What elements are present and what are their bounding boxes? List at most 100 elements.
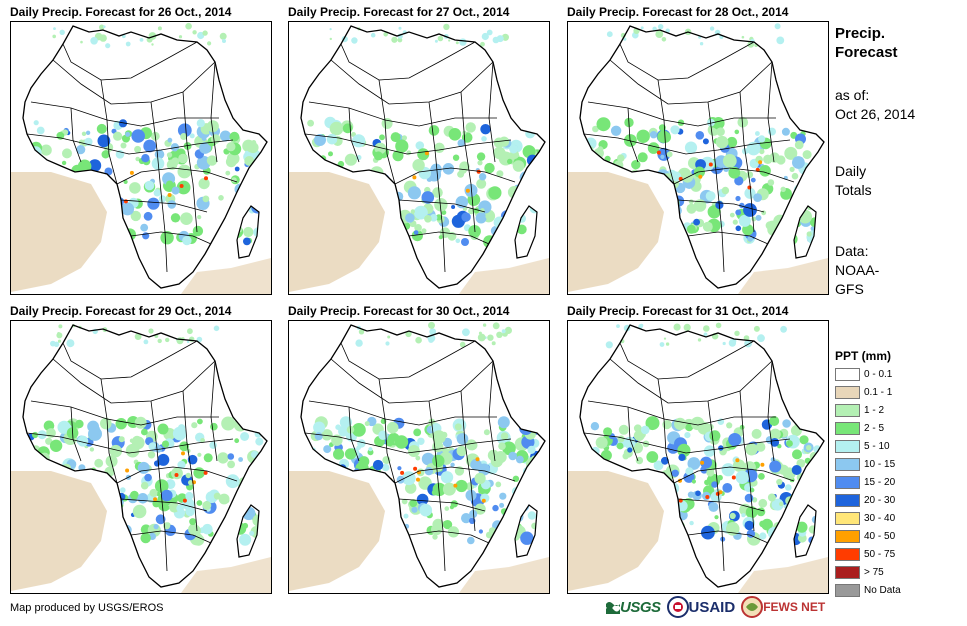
precip-cell [389, 513, 397, 522]
precip-cell [115, 515, 121, 521]
country-border [767, 61, 775, 163]
sea-precip-cell [219, 32, 227, 40]
sea-precip-cell [213, 325, 220, 332]
heavy-precip-cell [731, 475, 736, 480]
sea-precip-cell [683, 323, 691, 331]
sea-precip-cell [50, 340, 56, 347]
precip-cell [813, 487, 821, 495]
precip-cell [693, 218, 700, 226]
dry-sea-area [738, 258, 828, 294]
precip-cell [769, 416, 780, 426]
heavy-precip-cell [758, 160, 763, 165]
precip-cell [313, 421, 326, 434]
precip-cell [49, 439, 63, 452]
country-border [304, 133, 512, 155]
legend-swatch [835, 367, 860, 381]
precip-cell [234, 438, 240, 444]
precip-cell [372, 459, 384, 471]
precip-cell [587, 158, 593, 164]
legend-label: 30 - 40 [864, 512, 896, 524]
precip-cell [443, 520, 453, 530]
precip-cell [314, 134, 326, 146]
precip-cell [107, 234, 114, 241]
country-border [673, 466, 795, 484]
country-border [308, 400, 497, 426]
precip-cell [213, 492, 221, 500]
precip-cell [660, 224, 672, 236]
precip-cell [782, 419, 791, 428]
precip-cell [808, 525, 817, 534]
legend-label: No Data [864, 584, 901, 596]
precip-cell [533, 484, 544, 496]
legend-label: 5 - 10 [864, 440, 890, 452]
sea-precip-cell [157, 26, 162, 31]
precip-cell [219, 534, 228, 543]
country-border [304, 432, 512, 454]
usgs-wave-icon [606, 602, 620, 614]
precip-cell [147, 451, 156, 459]
precip-cell [709, 430, 721, 442]
dry-sea-area [459, 258, 549, 294]
coastline [300, 25, 546, 289]
precip-cell [751, 216, 757, 222]
precip-cell [507, 533, 514, 541]
sea-precip-cell [715, 322, 722, 329]
precip-cell [231, 511, 242, 522]
country-border [120, 498, 208, 512]
precip-cell [800, 121, 805, 126]
precip-cell [525, 469, 533, 477]
precip-cell [732, 219, 738, 225]
sea-precip-cell [143, 339, 149, 345]
sea-precip-cell [443, 23, 450, 31]
precip-cell [674, 417, 687, 430]
precip-cell [465, 482, 475, 491]
precip-cell [746, 529, 756, 538]
precip-cell [672, 212, 680, 220]
precip-cell [364, 421, 370, 427]
panel-title: Daily Precip. Forecast for 31 Oct., 2014 [567, 304, 789, 318]
precip-cell [219, 230, 231, 242]
country-border [394, 466, 516, 484]
precip-cell [149, 488, 158, 497]
precip-cell [429, 214, 438, 222]
precip-cell [206, 120, 219, 133]
usaid-logo-text: USAID [688, 598, 736, 616]
coastline [579, 25, 825, 289]
precip-cell [478, 488, 484, 494]
precip-cell [257, 124, 263, 130]
precip-cell [210, 422, 218, 431]
precip-cell [32, 431, 39, 439]
precip-cell [706, 468, 715, 477]
data-source-line: Data: [835, 243, 869, 259]
precip-cell [394, 435, 409, 449]
precip-cell [111, 505, 122, 515]
precip-cell [734, 129, 740, 135]
precip-cell [678, 453, 686, 461]
legend-swatch [835, 511, 860, 525]
sea-precip-cell [734, 330, 740, 336]
country-border [394, 167, 516, 185]
legend-label: 1 - 2 [864, 404, 885, 416]
sea-precip-cell [709, 26, 715, 31]
precip-cell [617, 154, 625, 162]
precip-cell [665, 201, 673, 209]
precip-cell [333, 448, 345, 460]
heavy-precip-cell [760, 462, 765, 467]
precip-cell [330, 165, 340, 174]
precip-cell [691, 479, 696, 484]
sea-precip-cell [616, 324, 620, 328]
precip-cell [112, 498, 119, 504]
precip-cell [373, 178, 380, 184]
sea-precip-cell [90, 37, 98, 45]
precip-cell [500, 432, 509, 440]
precip-cell [813, 199, 819, 205]
precip-cell [396, 475, 405, 484]
precip-cell [140, 223, 149, 232]
precip-cell [189, 518, 197, 526]
country-border [348, 107, 360, 163]
precip-cell [459, 166, 467, 174]
precip-cell [695, 490, 701, 497]
precip-cell [480, 124, 491, 135]
country-border [330, 59, 494, 105]
precip-cell [76, 145, 86, 155]
